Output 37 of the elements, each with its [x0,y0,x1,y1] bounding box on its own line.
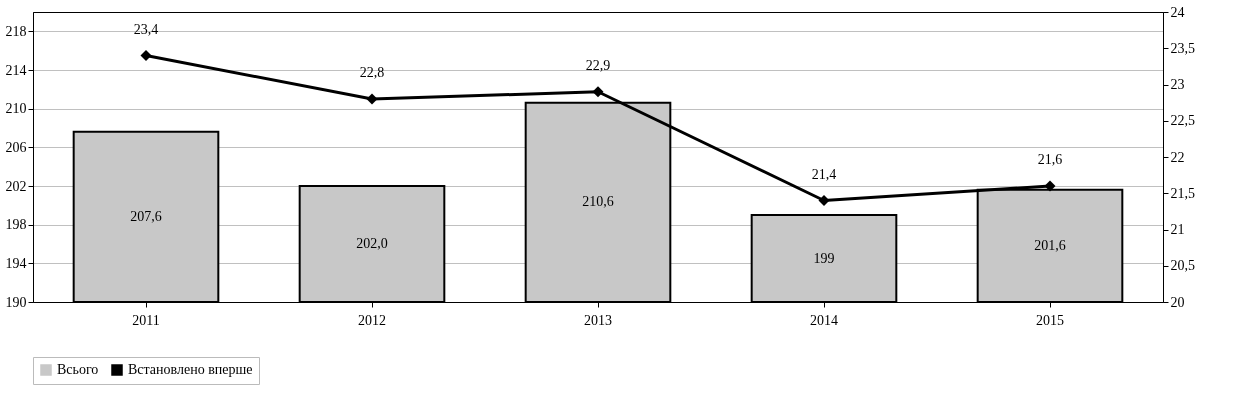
y-tick-label: 190 [5,294,27,310]
data-label: 202,0 [356,236,388,251]
y2-tick-label: 21 [1170,222,1185,237]
data-label: 23,4 [133,21,159,37]
x-tick-label: 2014 [810,312,838,328]
data-label: 21,6 [1037,152,1063,167]
y2-tick-label: 24 [1170,4,1185,20]
x-tick-label: 2015 [1036,312,1064,328]
y2-tick-label: 20 [1170,294,1185,310]
y2-tick-label: 20,5 [1170,258,1195,274]
data-label: 199 [813,250,835,266]
y-tick-label: 210 [5,101,27,117]
y-tick-label: 206 [5,139,27,155]
legend-label: Встановлено вперше [128,362,253,377]
data-label: 22,8 [359,65,385,80]
y2-tick-label: 23,5 [1170,40,1195,56]
y-tick-label: 218 [5,23,27,39]
x-tick-label: 2013 [584,312,612,328]
data-label: 22,9 [585,57,611,73]
data-label: 210,6 [582,194,614,210]
x-tick-label: 2011 [132,312,160,328]
point [1044,180,1056,192]
y2-tick-label: 22 [1170,149,1185,165]
y2-tick-label: 21,5 [1170,185,1195,201]
data-label: 21,4 [811,166,837,182]
data-label: 201,6 [1034,237,1066,253]
x-tick-label: 2012 [358,312,386,328]
y-tick-label: 214 [5,62,27,78]
legend-label: Всього [57,362,99,377]
y-tick-label: 202 [5,178,27,194]
point [592,86,604,98]
y2-tick-label: 23 [1170,77,1185,92]
point [366,93,378,105]
y2-tick-label: 22,5 [1170,113,1195,129]
data-label: 207,6 [130,208,162,224]
y-tick-label: 198 [5,217,27,233]
y-tick-label: 194 [5,255,27,271]
